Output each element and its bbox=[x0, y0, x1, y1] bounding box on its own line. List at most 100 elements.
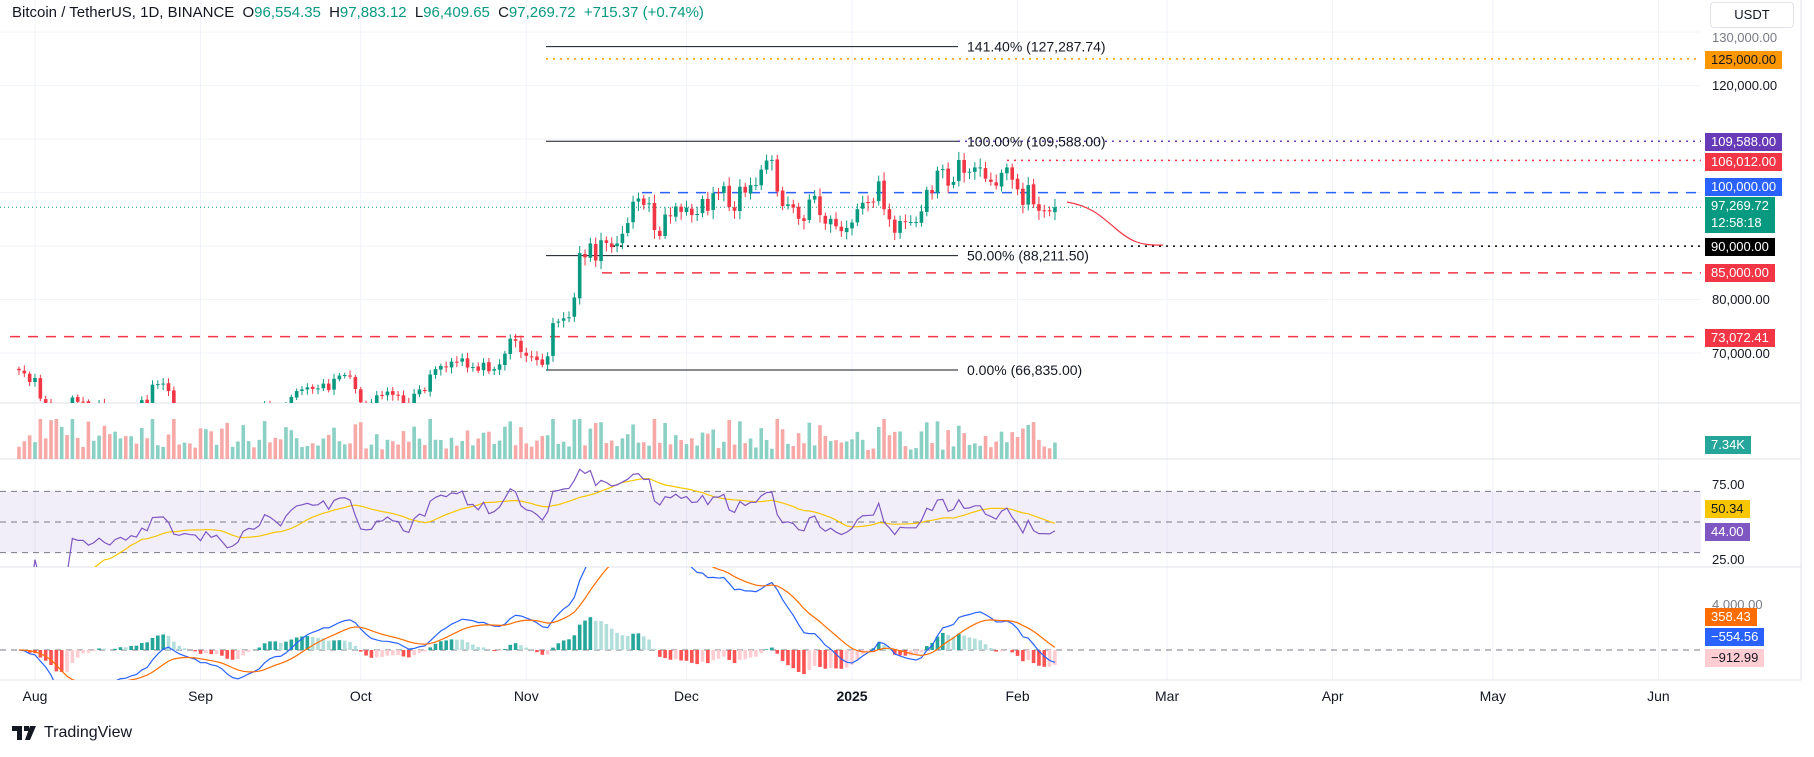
candle-body bbox=[1015, 178, 1020, 190]
candle-body bbox=[839, 226, 844, 232]
signal-badge: 358.43 bbox=[1705, 608, 1757, 626]
fib-retracement[interactable]: 141.40% (127,287.74) 100.00% (109,588.00)… bbox=[546, 39, 1106, 378]
macd-histogram-bar bbox=[641, 636, 646, 650]
open-label: O bbox=[242, 4, 255, 21]
candle-body bbox=[561, 318, 566, 321]
rsi-ma-badge: 50.34 bbox=[1705, 500, 1750, 518]
time-label: Oct bbox=[349, 688, 372, 704]
projection-path[interactable] bbox=[1066, 201, 1164, 246]
volume-bar bbox=[951, 446, 956, 459]
candle-body bbox=[284, 405, 288, 417]
macd-histogram-bar bbox=[471, 644, 475, 650]
candle-body bbox=[188, 410, 192, 411]
macd-histogram-bar bbox=[951, 636, 956, 650]
macd-histogram-bar bbox=[700, 650, 705, 662]
candle-body bbox=[716, 192, 721, 194]
volume-bar bbox=[973, 443, 977, 459]
candle-body bbox=[652, 202, 657, 231]
volume-bar bbox=[876, 426, 881, 459]
symbol-header[interactable]: Bitcoin / TetherUS, 1D, BINANCE O96,554.… bbox=[12, 4, 708, 21]
macd-histogram-bar bbox=[994, 650, 998, 652]
candle-body bbox=[183, 410, 187, 412]
candle-body bbox=[887, 209, 892, 220]
rsi-badge: 44.00 bbox=[1705, 523, 1750, 541]
close-label: C bbox=[498, 4, 509, 21]
candle-body bbox=[738, 186, 742, 212]
macd-histogram-bar bbox=[182, 648, 187, 650]
volume-bar bbox=[102, 425, 107, 459]
candle-body bbox=[754, 185, 758, 187]
candle-body bbox=[150, 384, 155, 403]
volume-bar bbox=[321, 438, 326, 459]
candle-body bbox=[113, 412, 117, 420]
candle-body bbox=[567, 317, 571, 319]
macd-histogram-bar bbox=[214, 650, 219, 655]
volume-bar bbox=[759, 428, 764, 459]
macd-histogram-bar bbox=[492, 650, 497, 652]
macd-histogram-bar bbox=[668, 650, 673, 660]
volume-bar bbox=[492, 443, 497, 459]
horizontal-levels[interactable] bbox=[0, 58, 1701, 338]
volume-bar bbox=[652, 419, 657, 459]
fib-label: 141.40% (127,287.74) bbox=[967, 39, 1106, 55]
macd-histogram-bar bbox=[711, 650, 715, 661]
macd-histogram-bar bbox=[775, 650, 780, 654]
candle-body bbox=[193, 412, 197, 413]
macd-histogram-bar bbox=[145, 642, 149, 650]
candle-body bbox=[690, 208, 694, 216]
macd-histogram-bar bbox=[1037, 650, 1041, 666]
macd-histogram-bar bbox=[593, 620, 598, 650]
volume-bar bbox=[583, 445, 587, 459]
macd-histogram-bar bbox=[652, 648, 657, 650]
candle-body bbox=[1047, 210, 1052, 212]
volume-bar bbox=[999, 431, 1004, 459]
candle-body bbox=[81, 401, 85, 403]
candle-body bbox=[876, 181, 881, 202]
volume-bar bbox=[625, 434, 630, 459]
volume-bar bbox=[818, 425, 822, 459]
volume-bar bbox=[844, 441, 849, 459]
candle-body bbox=[791, 204, 796, 208]
candle-body bbox=[1010, 167, 1015, 180]
bar-countdown: 12:58:18 bbox=[1711, 215, 1762, 230]
candle-body bbox=[236, 434, 240, 438]
macd-histogram-bar bbox=[257, 647, 262, 650]
volume-bar bbox=[508, 421, 513, 459]
candle-body bbox=[358, 389, 363, 403]
candle-body bbox=[465, 358, 470, 368]
volume-bar bbox=[1053, 442, 1057, 459]
macd-histogram-bar bbox=[385, 650, 390, 656]
macd-histogram-bar bbox=[754, 650, 758, 657]
macd-histogram-bar bbox=[743, 650, 748, 660]
currency-button[interactable]: USDT bbox=[1710, 2, 1794, 28]
volume-bar bbox=[786, 443, 790, 459]
candle-body bbox=[535, 356, 539, 361]
volume-bar bbox=[914, 448, 918, 459]
macd-histogram-bar bbox=[102, 648, 107, 650]
macd-histogram-bar bbox=[583, 620, 587, 650]
volume-bar bbox=[97, 435, 101, 459]
macd-histogram-bar bbox=[823, 650, 828, 669]
candle-body bbox=[930, 189, 934, 194]
volume-bar bbox=[1015, 437, 1020, 459]
candle-body bbox=[850, 222, 854, 229]
macd-histogram-bar bbox=[161, 634, 165, 650]
candle-body bbox=[919, 211, 924, 223]
tradingview-logo[interactable]: TradingView bbox=[12, 724, 132, 742]
volume-bar bbox=[407, 441, 411, 459]
macd-histogram-bar bbox=[65, 650, 69, 672]
badge-106012: 106,012.00 bbox=[1705, 153, 1783, 171]
candle-body bbox=[471, 367, 475, 369]
fib-label: 100.00% (109,588.00) bbox=[967, 133, 1106, 149]
volume-bar bbox=[439, 439, 443, 459]
candle-body bbox=[620, 233, 625, 244]
volume-bar bbox=[428, 419, 432, 459]
volume-bar bbox=[722, 441, 726, 459]
candle-body bbox=[946, 168, 950, 186]
candle-body bbox=[1031, 184, 1036, 205]
macd-badge: −554.56 bbox=[1705, 628, 1765, 646]
volume-bar bbox=[695, 445, 699, 459]
volume-bar bbox=[1021, 428, 1025, 459]
volume-bar bbox=[172, 419, 176, 459]
